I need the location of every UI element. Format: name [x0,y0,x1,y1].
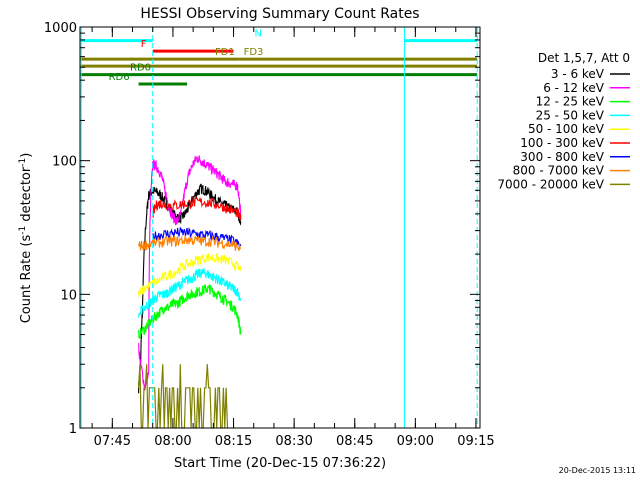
series-line-6 [152,226,242,248]
flag-label-2: F [141,39,147,50]
series-line-0 [138,183,242,394]
x-tick-label: 09:15 [457,434,494,449]
timestamp: 20-Dec-2015 13:11 [559,466,636,475]
x-tick-label: 08:30 [275,434,312,449]
legend-entry-6: 300 - 800 keV [520,150,604,164]
legend-entry-5: 100 - 300 keV [520,136,604,150]
x-tick-label: 08:15 [215,434,252,449]
series-line-7 [138,234,241,252]
y-tick-label: 1 [69,422,77,437]
axes-layer: 07:45 08:00 08:15 08:30 08:45 09:00 09:15 1 10 10… [44,21,495,449]
legend-entry-2: 12 - 25 keV [536,95,605,109]
legend-entry-1: 6 - 12 keV [543,81,605,95]
flag-label-6: RD0 [130,63,151,74]
series-line-2 [138,283,242,339]
x-tick-label: 09:00 [397,434,434,449]
series-line-3 [138,267,242,318]
x-tick-label: 08:00 [154,434,191,449]
svg-text:Count Rate (s-1 detector-1): Count Rate (s-1 detector-1) [18,153,34,324]
series-line-1 [138,155,242,391]
chart-title: HESSI Observing Summary Count Rates [140,6,419,22]
y-tick-label: 10 [60,288,77,303]
legend-entry-8: 7000 - 20000 keV [497,177,604,191]
legend-entry-7: 800 - 7000 keV [513,164,605,178]
flag-label-4: FD3 [244,47,264,58]
flag-label-1: N [254,29,261,40]
series-line-5 [152,196,242,221]
plot-frame [79,26,481,429]
series-layer [138,155,242,429]
y-axis-label: Count Rate (s-1 detector-1) [18,153,34,324]
series-line-4 [138,253,242,298]
flag-label-7: RD6 [109,72,130,83]
x-axis-label: Start Time (20-Dec-15 07:36:22) [174,456,386,471]
flag-label-3: FD1 [215,47,235,58]
series-line-8 [138,364,229,429]
legend-entry-0: 3 - 6 keV [551,67,605,81]
y-tick-label: 1000 [44,21,77,36]
x-tick-label: 08:45 [336,434,373,449]
x-tick-label: 07:45 [94,434,131,449]
legend-entry-4: 50 - 100 keV [528,122,605,136]
vertical-lines-layer [80,27,478,428]
y-tick-label: 100 [52,155,77,170]
legend-header: Det 1,5,7, Att 0 [538,51,630,65]
legend-entry-3: 25 - 50 keV [536,108,605,122]
